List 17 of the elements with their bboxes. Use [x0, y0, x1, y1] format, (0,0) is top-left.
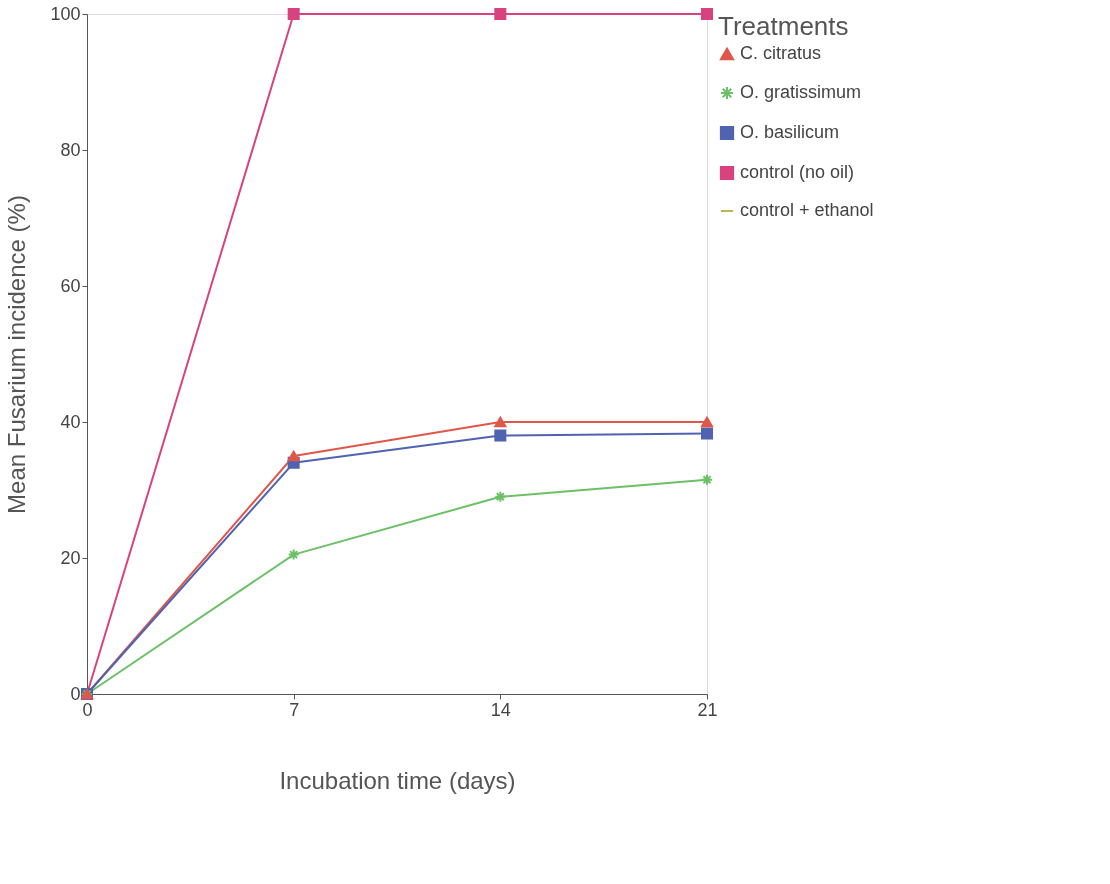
x-tick-label: 14: [490, 699, 511, 720]
legend-label: O. basilicum: [740, 122, 840, 142]
legend-label: control (no oil): [740, 162, 855, 182]
x-axis-title: Incubation time (days): [279, 766, 516, 794]
y-tick-label: 100: [50, 3, 81, 24]
y-tick-label: 20: [60, 547, 81, 568]
legend-title: Treatments: [718, 11, 849, 41]
y-tick-label: 40: [60, 411, 81, 432]
y-tick-label: 0: [70, 683, 81, 704]
x-tick-label: 7: [289, 699, 300, 720]
legend-label: C. citratus: [740, 43, 822, 63]
legend-label: control + ethanol: [740, 200, 874, 220]
y-tick-label: 60: [60, 275, 81, 296]
x-tick-label: 21: [697, 699, 718, 720]
y-axis-title: Mean Fusarium incidence (%): [3, 195, 31, 514]
legend-label: O. gratissimum: [740, 82, 862, 102]
y-tick-label: 80: [60, 139, 81, 160]
